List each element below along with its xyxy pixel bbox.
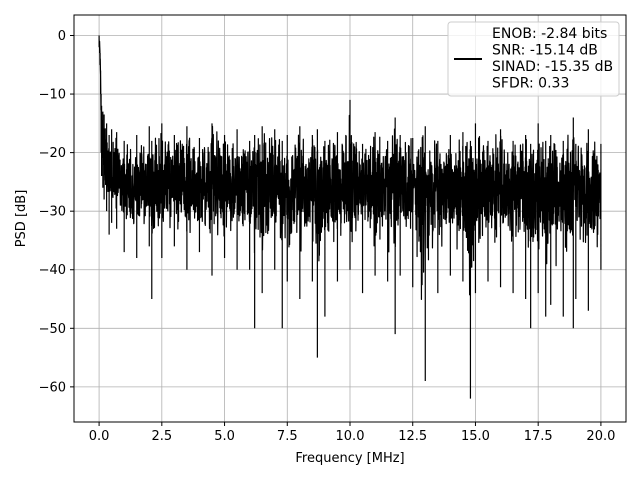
x-tick-label: 20.0 <box>586 429 615 444</box>
legend-enob: ENOB: -2.84 bits <box>492 26 607 42</box>
y-tick-label: −20 <box>39 146 66 161</box>
x-tick-label: 15.0 <box>461 429 490 444</box>
y-tick-label: 0 <box>58 29 66 44</box>
x-tick-label: 5.0 <box>214 429 235 444</box>
legend: ENOB: -2.84 bits SNR: -15.14 dB SINAD: -… <box>447 21 620 97</box>
psd-series-line <box>98 35 602 399</box>
y-tick-label: −30 <box>39 205 66 220</box>
y-tick-label: −60 <box>39 380 66 395</box>
x-tick-label: 7.5 <box>277 429 298 444</box>
plot-series-group <box>98 35 602 399</box>
y-tick-label: −40 <box>39 263 66 278</box>
y-tick-label: −10 <box>39 88 66 103</box>
legend-snr: SNR: -15.14 dB <box>492 43 598 59</box>
y-axis-label: PSD [dB] <box>14 190 29 248</box>
y-tick-label: −50 <box>39 322 66 337</box>
x-tick-label: 10.0 <box>336 429 365 444</box>
x-axis-label: Frequency [MHz] <box>295 451 404 466</box>
x-tick-label: 0.0 <box>89 429 110 444</box>
x-tick-label: 12.5 <box>398 429 427 444</box>
x-axis-ticks: 0.0 2.5 5.0 7.5 10.0 12.5 15.0 17.5 20.0 <box>89 422 615 444</box>
legend-sinad: SINAD: -15.35 dB <box>492 59 613 75</box>
legend-sfdr: SFDR: 0.33 <box>492 76 569 92</box>
x-tick-label: 17.5 <box>524 429 553 444</box>
y-axis-ticks: 0 −10 −20 −30 −40 −50 −60 <box>39 29 74 395</box>
x-tick-label: 2.5 <box>151 429 172 444</box>
legend-box <box>447 21 620 97</box>
